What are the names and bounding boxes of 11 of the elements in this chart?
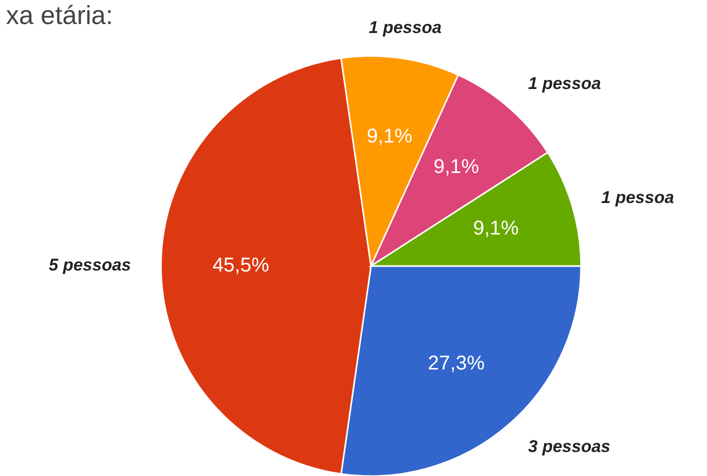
slice-label: 1 pessoa <box>601 188 674 207</box>
slice-label: 1 pessoa <box>368 18 442 37</box>
slice-label: 5 pessoas <box>48 255 131 274</box>
slice-label: 3 pessoas <box>528 436 610 456</box>
chart-title: xa etária: <box>6 0 113 30</box>
data-label: 9,1% <box>366 125 413 148</box>
slice-label: 1 pessoa <box>528 74 601 94</box>
data-label: 45,5% <box>212 254 270 276</box>
data-label: 9,1% <box>433 156 480 178</box>
data-label: 27,3% <box>428 352 485 375</box>
data-label: 9,1% <box>473 218 519 240</box>
